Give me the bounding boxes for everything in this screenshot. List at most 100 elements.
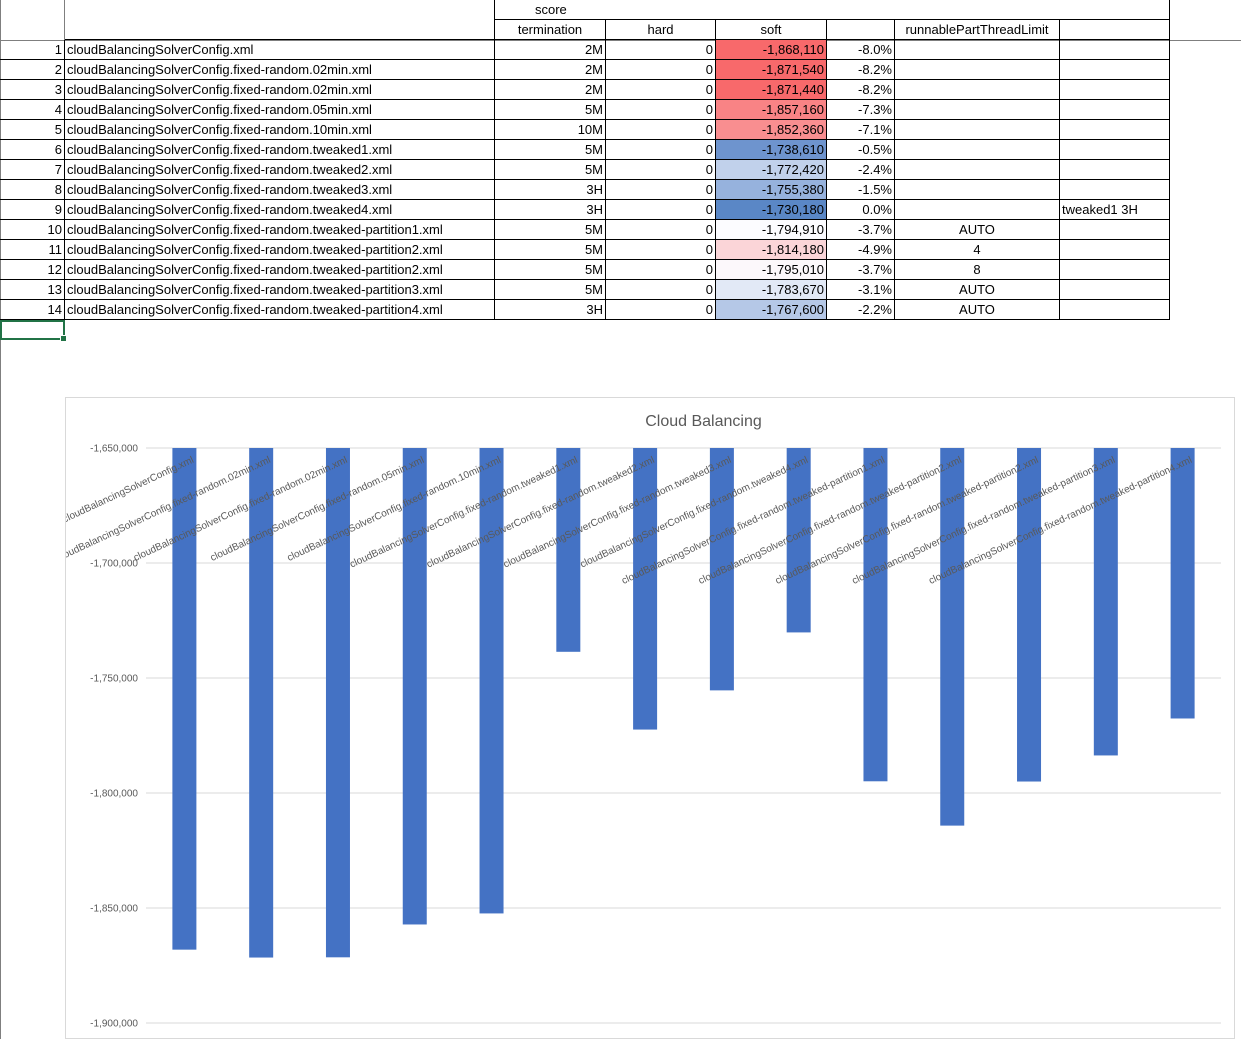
cell-soft[interactable]: -1,755,380 [716, 180, 827, 200]
header-blank-cell[interactable] [65, 20, 495, 40]
cell-note[interactable] [1060, 40, 1170, 60]
cell-n[interactable]: 2 [0, 60, 65, 80]
cell-n[interactable]: 8 [0, 180, 65, 200]
cell-note[interactable] [1060, 160, 1170, 180]
cell-note[interactable] [1060, 80, 1170, 100]
cell-pct[interactable]: -3.7% [827, 220, 895, 240]
cell-hard[interactable]: 0 [606, 140, 716, 160]
cell-hard[interactable]: 0 [606, 280, 716, 300]
cell-pct[interactable]: -2.2% [827, 300, 895, 320]
cell-pct[interactable]: -7.3% [827, 100, 895, 120]
cell-note[interactable] [1060, 120, 1170, 140]
cell-hard[interactable]: 0 [606, 220, 716, 240]
cell-hard[interactable]: 0 [606, 40, 716, 60]
column-header-runnablepartthreadlimit[interactable]: runnablePartThreadLimit [895, 20, 1060, 40]
cell-n[interactable]: 4 [0, 100, 65, 120]
cell-name[interactable]: cloudBalancingSolverConfig.fixed-random.… [65, 240, 495, 260]
cell-n[interactable]: 5 [0, 120, 65, 140]
cell-name[interactable]: cloudBalancingSolverConfig.fixed-random.… [65, 140, 495, 160]
cell-n[interactable]: 12 [0, 260, 65, 280]
cell-hard[interactable]: 0 [606, 160, 716, 180]
score-group-header[interactable]: score [495, 0, 1170, 20]
cell-limit[interactable]: AUTO [895, 300, 1060, 320]
cell-n[interactable]: 14 [0, 300, 65, 320]
column-header-blank[interactable] [827, 20, 895, 40]
cell-limit[interactable] [895, 180, 1060, 200]
cell-name[interactable]: cloudBalancingSolverConfig.fixed-random.… [65, 80, 495, 100]
fill-handle[interactable] [60, 335, 67, 342]
cell-soft[interactable]: -1,857,160 [716, 100, 827, 120]
cell-termination[interactable]: 3H [495, 180, 606, 200]
cell-pct[interactable]: -1.5% [827, 180, 895, 200]
cell-soft[interactable]: -1,794,910 [716, 220, 827, 240]
cell-limit[interactable] [895, 140, 1060, 160]
cell-soft[interactable]: -1,783,670 [716, 280, 827, 300]
cell-termination[interactable]: 10M [495, 120, 606, 140]
cell-name[interactable]: cloudBalancingSolverConfig.fixed-random.… [65, 300, 495, 320]
cell-soft[interactable]: -1,767,600 [716, 300, 827, 320]
cell-soft[interactable]: -1,730,180 [716, 200, 827, 220]
cell-pct[interactable]: -0.5% [827, 140, 895, 160]
cell-n[interactable]: 9 [0, 200, 65, 220]
cell-hard[interactable]: 0 [606, 300, 716, 320]
cell-soft[interactable]: -1,795,010 [716, 260, 827, 280]
cell-hard[interactable]: 0 [606, 180, 716, 200]
cell-note[interactable] [1060, 300, 1170, 320]
column-header-termination[interactable]: termination [495, 20, 606, 40]
column-header-soft[interactable]: soft [716, 20, 827, 40]
cell-pct[interactable]: -7.1% [827, 120, 895, 140]
cell-note[interactable] [1060, 280, 1170, 300]
cell-pct[interactable]: -3.1% [827, 280, 895, 300]
cell-name[interactable]: cloudBalancingSolverConfig.fixed-random.… [65, 60, 495, 80]
cell-hard[interactable]: 0 [606, 80, 716, 100]
cell-hard[interactable]: 0 [606, 240, 716, 260]
header-blank-cell[interactable] [65, 0, 495, 20]
cell-note[interactable] [1060, 60, 1170, 80]
cell-n[interactable]: 11 [0, 240, 65, 260]
cell-termination[interactable]: 2M [495, 40, 606, 60]
cell-name[interactable]: cloudBalancingSolverConfig.fixed-random.… [65, 260, 495, 280]
cell-note[interactable] [1060, 240, 1170, 260]
cell-name[interactable]: cloudBalancingSolverConfig.fixed-random.… [65, 280, 495, 300]
cell-soft[interactable]: -1,852,360 [716, 120, 827, 140]
cell-termination[interactable]: 3H [495, 300, 606, 320]
cell-termination[interactable]: 5M [495, 140, 606, 160]
cell-limit[interactable]: 8 [895, 260, 1060, 280]
cell-pct[interactable]: -8.2% [827, 60, 895, 80]
cell-limit[interactable]: 4 [895, 240, 1060, 260]
selected-cell[interactable] [0, 320, 67, 342]
cell-soft[interactable]: -1,871,540 [716, 60, 827, 80]
cell-n[interactable]: 1 [0, 40, 65, 60]
cell-hard[interactable]: 0 [606, 120, 716, 140]
cell-n[interactable]: 10 [0, 220, 65, 240]
cell-termination[interactable]: 5M [495, 220, 606, 240]
cell-name[interactable]: cloudBalancingSolverConfig.fixed-random.… [65, 180, 495, 200]
cell-soft[interactable]: -1,738,610 [716, 140, 827, 160]
cell-name[interactable]: cloudBalancingSolverConfig.fixed-random.… [65, 200, 495, 220]
cell-pct[interactable]: -4.9% [827, 240, 895, 260]
cell-limit[interactable]: AUTO [895, 220, 1060, 240]
cell-soft[interactable]: -1,871,440 [716, 80, 827, 100]
cell-limit[interactable] [895, 120, 1060, 140]
cell-pct[interactable]: -2.4% [827, 160, 895, 180]
cell-soft[interactable]: -1,868,110 [716, 40, 827, 60]
cell-note[interactable] [1060, 100, 1170, 120]
cell-note[interactable] [1060, 180, 1170, 200]
cell-n[interactable]: 3 [0, 80, 65, 100]
cell-note[interactable] [1060, 260, 1170, 280]
cell-hard[interactable]: 0 [606, 260, 716, 280]
cell-termination[interactable]: 2M [495, 80, 606, 100]
cell-limit[interactable] [895, 60, 1060, 80]
cell-termination[interactable]: 5M [495, 280, 606, 300]
cell-soft[interactable]: -1,772,420 [716, 160, 827, 180]
cell-limit[interactable] [895, 160, 1060, 180]
cell-name[interactable]: cloudBalancingSolverConfig.fixed-random.… [65, 100, 495, 120]
cell-limit[interactable] [895, 100, 1060, 120]
cell-termination[interactable]: 5M [495, 240, 606, 260]
cell-name[interactable]: cloudBalancingSolverConfig.fixed-random.… [65, 160, 495, 180]
chart-area[interactable]: Cloud Balancing -1,650,000 -1,700,000 -1,75… [65, 397, 1235, 1039]
cell-termination[interactable]: 2M [495, 60, 606, 80]
cell-n[interactable]: 7 [0, 160, 65, 180]
cell-hard[interactable]: 0 [606, 200, 716, 220]
